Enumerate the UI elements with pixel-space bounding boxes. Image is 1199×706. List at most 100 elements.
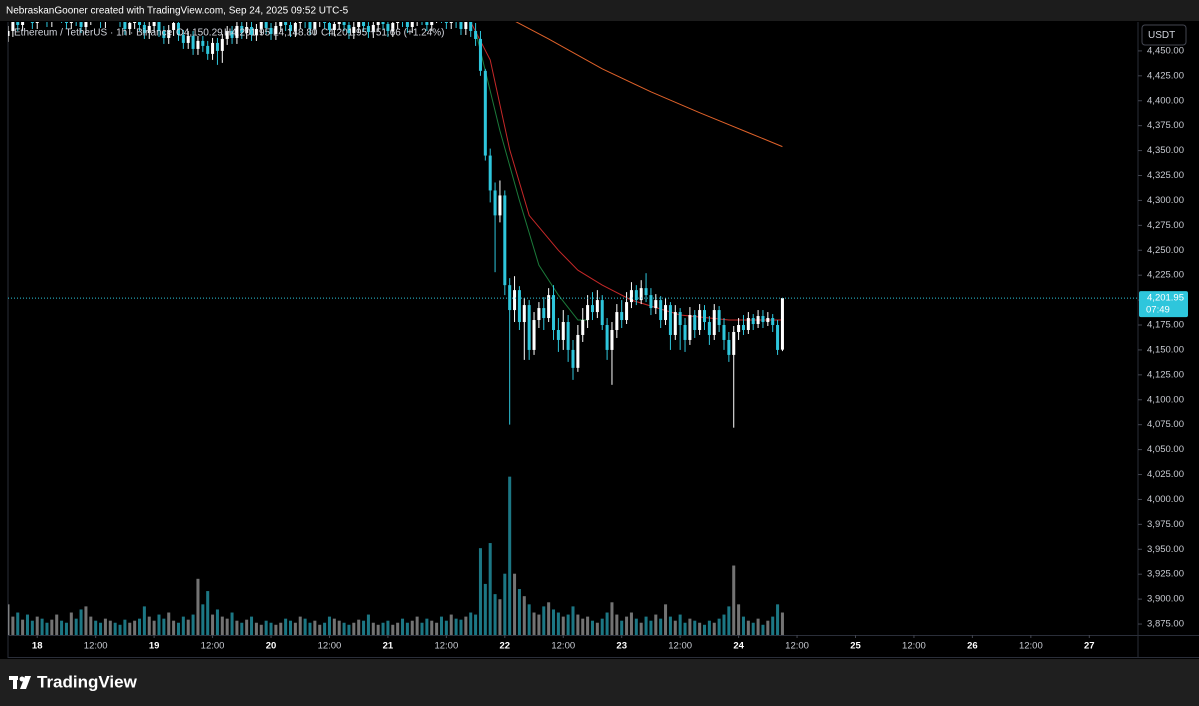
candle-body: [396, 22, 400, 23]
candle-body: [279, 22, 283, 26]
candle-body: [654, 300, 658, 309]
volume-bar: [629, 612, 633, 635]
volume-bar: [639, 622, 643, 635]
volume-bar: [211, 614, 215, 635]
candle-body: [459, 22, 463, 29]
y-tick-label: 4,175.00: [1147, 320, 1184, 331]
volume-bar: [84, 606, 88, 635]
volume-bar: [430, 620, 434, 635]
volume-bar: [712, 622, 716, 635]
legend-close: C4,201.95: [321, 28, 368, 39]
candle-body: [250, 26, 254, 35]
candle-body: [167, 29, 171, 38]
candle-body: [649, 295, 653, 309]
volume-bar: [474, 614, 478, 635]
volume-bar: [459, 619, 463, 635]
volume-bar: [678, 614, 682, 635]
candle-body: [693, 315, 697, 330]
volume-bar: [371, 622, 375, 635]
y-tick-label: 3,925.00: [1147, 569, 1184, 580]
candle-body: [702, 310, 707, 323]
volume-bar: [576, 614, 580, 635]
volume-bar: [537, 614, 541, 635]
candle-body: [776, 325, 780, 350]
volume-bar: [137, 618, 142, 635]
volume-bar: [595, 622, 599, 635]
candle-body: [688, 315, 692, 340]
volume-bar: [780, 612, 784, 635]
volume-bar: [284, 618, 288, 635]
volume-bar: [552, 609, 556, 635]
candle-body: [245, 26, 249, 33]
candle-body: [386, 23, 390, 31]
volume-bar: [298, 616, 302, 635]
x-tick-label: 26: [967, 641, 978, 652]
volume-bar: [727, 606, 731, 635]
volume-bar: [332, 618, 336, 635]
candle-body: [493, 190, 497, 216]
candle-body: [673, 312, 677, 335]
volume-bar: [245, 619, 249, 635]
x-tick-label: 12:00: [434, 641, 458, 652]
candle-body: [323, 22, 327, 23]
volume-bar: [469, 612, 473, 635]
volume-bar: [522, 596, 526, 635]
volume-bar: [435, 622, 439, 635]
volume-bar: [220, 616, 224, 635]
x-tick-label: 12:00: [785, 641, 809, 652]
volume-bar: [605, 612, 609, 635]
x-tick-label: 12:00: [902, 641, 926, 652]
volume-bar: [381, 622, 385, 635]
y-tick-label: 4,300.00: [1147, 195, 1184, 206]
candle-body: [347, 24, 351, 33]
currency[interactable]: USDT: [1148, 30, 1175, 41]
volume-bar: [746, 620, 750, 635]
volume-bar: [362, 620, 366, 635]
x-tick-label: 25: [850, 641, 861, 652]
candle-body: [366, 25, 370, 32]
candle-body: [337, 22, 341, 24]
volume-bar: [707, 620, 711, 635]
volume-bar: [732, 565, 736, 635]
x-tick-label: 20: [266, 641, 277, 652]
y-tick-label: 4,075.00: [1147, 419, 1184, 430]
y-tick-label: 4,400.00: [1147, 95, 1184, 106]
volume-bar: [483, 583, 487, 635]
volume-bar: [230, 612, 234, 635]
candle-body: [220, 38, 224, 51]
currency-button[interactable]: [1141, 24, 1187, 46]
candle-body: [35, 22, 39, 23]
x-tick-label: 23: [616, 641, 627, 652]
candle-body: [737, 325, 741, 332]
volume-bar: [30, 620, 34, 635]
candle-body: [571, 349, 575, 368]
candle-body: [727, 339, 731, 355]
legend-change: +51.66 (+1.24%): [370, 28, 445, 39]
candle-body: [84, 22, 88, 27]
x-tick-label: 12:00: [668, 641, 692, 652]
volume-bar: [254, 622, 258, 635]
candle-body: [357, 22, 361, 27]
volume-bar: [108, 620, 112, 635]
volume-bar: [439, 616, 444, 635]
candle-body: [284, 22, 288, 25]
y-tick-label: 3,900.00: [1147, 594, 1184, 605]
volume-bar: [688, 618, 692, 635]
volume-bar: [196, 578, 200, 635]
candle-body: [766, 318, 770, 323]
candle-body: [259, 22, 263, 29]
y-tick-label: 4,050.00: [1147, 444, 1184, 455]
candle-body: [342, 22, 346, 25]
candle-body: [532, 320, 536, 350]
volume-bar: [288, 620, 293, 635]
candle-body: [449, 22, 453, 23]
volume-bar: [561, 616, 565, 635]
volume-bar: [683, 622, 687, 635]
candle-body: [430, 22, 434, 25]
candle-body: [610, 329, 614, 350]
volume-bar: [89, 616, 93, 635]
volume-bar: [8, 604, 10, 635]
y-tick-label: 4,000.00: [1147, 494, 1184, 505]
volume-bar: [142, 606, 146, 635]
